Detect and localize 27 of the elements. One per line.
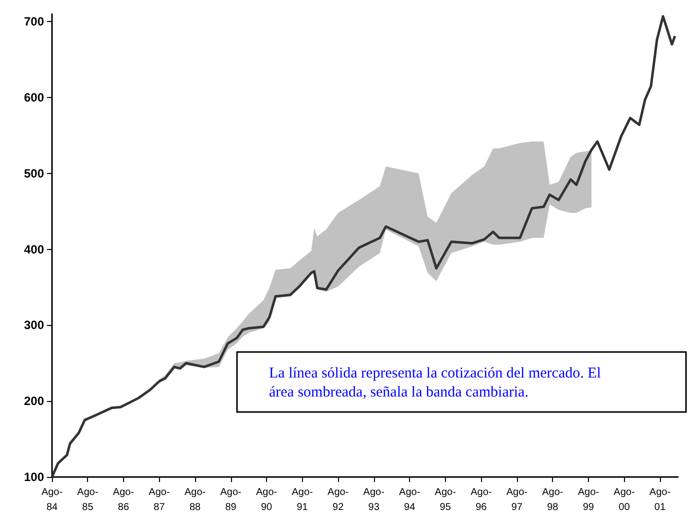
x-tick-label: Ago-85 [77,487,98,513]
x-tick-label: Ago-99 [578,487,599,513]
x-tick-label: Ago-97 [506,487,528,513]
x-tick-label: Ago-87 [148,487,170,513]
y-tick-label: 100 [24,470,44,484]
y-tick-label: 600 [24,90,44,104]
x-tick-label: Ago-86 [112,487,134,513]
x-tick-label: Ago-89 [220,487,242,513]
y-tick-label: 200 [24,394,44,408]
x-tick-label: Ago-92 [328,487,349,513]
x-tick-label: Ago-90 [256,487,278,513]
x-tick-label: Ago-93 [363,487,384,513]
x-tick-label: Ago-95 [434,487,456,513]
x-tick-label: Ago-91 [292,487,313,513]
x-tick-label: Ago-00 [614,487,635,513]
y-tick-label: 500 [24,166,44,180]
y-tick-label: 400 [24,242,44,256]
y-tick-label: 700 [24,14,44,29]
annotation: La línea sólida representa la cotización del mercado. El área sombreada, señala la banda cambiaria. [269,366,605,400]
x-tick-label: Ago-84 [41,487,63,513]
x-tick-label: Ago-01 [649,487,671,513]
x-tick-label: Ago-98 [542,487,564,513]
x-tick-label: Ago-96 [470,487,492,513]
y-tick-label: 300 [24,318,44,332]
line-series [50,15,676,478]
x-tick-label: Ago-94 [399,487,420,513]
x-tick-label: Ago-88 [184,487,206,513]
